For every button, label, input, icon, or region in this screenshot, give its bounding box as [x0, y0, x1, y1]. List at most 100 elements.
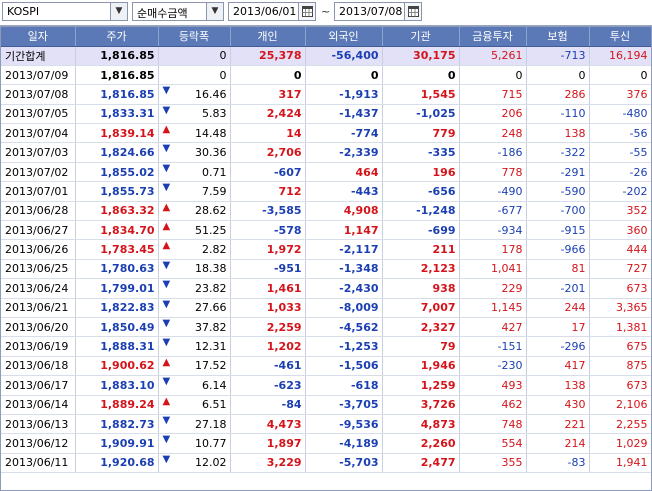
- table-row[interactable]: 2013/07/02 1,855.02 ▼ 0.71 -607 464 196 778 -291…: [1, 162, 651, 183]
- col-header-change[interactable]: 등락폭: [158, 27, 231, 47]
- triangle-down-icon: ▼: [162, 85, 171, 97]
- triangle-up-icon: ▲: [162, 395, 171, 407]
- cell-individual: 14: [230, 123, 306, 144]
- cell-change: ▼ 16.46: [158, 84, 231, 105]
- cell-change: ▼ 37.82: [158, 317, 231, 338]
- table-row[interactable]: 2013/06/11 1,920.68 ▼ 12.02 3,229 -5,703 2,477…: [1, 453, 651, 474]
- cell-individual: 712: [230, 181, 306, 202]
- cell-foreign: -4,189: [305, 433, 383, 454]
- cell-change-value: 16.46: [195, 87, 227, 101]
- cell-fin-invest: -230: [459, 356, 527, 377]
- cell-trust: 675: [589, 336, 651, 357]
- chevron-down-icon[interactable]: ▼: [206, 3, 223, 20]
- cell-fin-invest: 493: [459, 375, 527, 396]
- cell-insurance: 221: [526, 414, 590, 435]
- cell-trust: 1,941: [589, 453, 651, 474]
- table-row[interactable]: 2013/06/14 1,889.24 ▲ 6.51 -84 -3,705 3,726 462…: [1, 395, 651, 415]
- table-row[interactable]: 2013/06/18 1,900.62 ▲ 17.52 -461 -1,506 1,946-…: [1, 356, 651, 377]
- cell-individual: -607: [230, 162, 306, 183]
- table-row[interactable]: 2013/07/05 1,833.31 ▼ 5.83 2,424 -1,437 -1,025…: [1, 104, 651, 125]
- cell-change-value: 6.51: [202, 398, 227, 412]
- cell-trust: 2,106: [589, 395, 651, 415]
- cell-change: ▲ 14.48: [158, 123, 231, 144]
- table-row[interactable]: 2013/06/12 1,909.91 ▼ 10.77 1,897 -4,189 2,260…: [1, 433, 651, 454]
- cell-institution: -1,025: [382, 104, 460, 125]
- cell-date: 2013/07/09: [1, 65, 76, 86]
- cell-price: 1,799.01: [75, 278, 159, 299]
- cell-change: ▲ 28.62: [158, 201, 231, 222]
- cell-foreign: -2,117: [305, 239, 383, 260]
- col-header-price[interactable]: 주가: [75, 27, 159, 47]
- table-row[interactable]: 2013/06/26 1,783.45 ▲ 2.82 1,972 -2,117 211 178…: [1, 239, 651, 260]
- cell-foreign: 0: [305, 65, 383, 86]
- cell-insurance: -296: [526, 336, 590, 357]
- cell-institution: 2,123: [382, 259, 460, 280]
- summary-insurance: -713: [526, 46, 590, 66]
- cell-institution: 3,726: [382, 395, 460, 415]
- table-row[interactable]: 2013/07/04 1,839.14 ▲ 14.48 14 -774 779 248 138-…: [1, 123, 651, 144]
- col-header-fin-invest[interactable]: 금융투자: [459, 27, 527, 47]
- date-separator: ~: [321, 5, 331, 18]
- cell-insurance: -966: [526, 239, 590, 260]
- table-row[interactable]: 2013/07/08 1,816.85 ▼ 16.46 317 -1,913 1,545 71…: [1, 84, 651, 105]
- cell-foreign: 464: [305, 162, 383, 183]
- table-row[interactable]: 2013/06/17 1,883.10 ▼ 6.14 -623 -618 1,259 493 1…: [1, 375, 651, 396]
- cell-change: ▼ 0.71: [158, 162, 231, 183]
- table-row[interactable]: 2013/06/28 1,863.32 ▲ 28.62 -3,585 4,908 -1,24…: [1, 201, 651, 222]
- table-row[interactable]: 2013/07/03 1,824.66 ▼ 30.36 2,706 -2,339 -335-…: [1, 142, 651, 163]
- cell-price: 1,900.62: [75, 356, 159, 377]
- cell-fin-invest: -490: [459, 181, 527, 202]
- table-row[interactable]: 2013/07/01 1,855.73 ▼ 7.59 712 -443 -656 -490 -5…: [1, 181, 651, 202]
- col-header-individual[interactable]: 개인: [230, 27, 306, 47]
- cell-date: 2013/07/02: [1, 162, 76, 183]
- cell-change-value: 18.38: [195, 262, 227, 276]
- cell-trust: 2,255: [589, 414, 651, 435]
- calendar-icon[interactable]: [298, 3, 315, 20]
- table-row[interactable]: 2013/06/19 1,888.31 ▼ 12.31 1,202 -1,253 79 -15…: [1, 336, 651, 357]
- table-row[interactable]: 2013/06/27 1,834.70 ▲ 51.25 -578 1,147 -699 -93…: [1, 220, 651, 241]
- cell-date: 2013/06/21: [1, 298, 76, 318]
- cell-date: 2013/06/27: [1, 220, 76, 241]
- cell-price: 1,833.31: [75, 104, 159, 125]
- market-select[interactable]: KOSPI ▼: [2, 2, 128, 21]
- table-row[interactable]: 2013/06/24 1,799.01 ▼ 23.82 1,461 -2,430 938 22…: [1, 278, 651, 299]
- cell-institution: 2,260: [382, 433, 460, 454]
- cell-institution: 1,946: [382, 356, 460, 377]
- cell-insurance: 286: [526, 84, 590, 105]
- cell-foreign: -5,703: [305, 453, 383, 474]
- cell-change-value: 5.83: [202, 107, 227, 121]
- cell-fin-invest: 715: [459, 84, 527, 105]
- cell-date: 2013/07/01: [1, 181, 76, 202]
- col-header-date[interactable]: 일자: [1, 27, 76, 47]
- type-select[interactable]: 순매수금액 ▼: [132, 2, 224, 21]
- date-to-field[interactable]: 2013/07/08: [334, 2, 422, 21]
- cell-fin-invest: 427: [459, 317, 527, 338]
- table-row[interactable]: 2013/06/13 1,882.73 ▼ 27.18 4,473 -9,536 4,873…: [1, 414, 651, 435]
- col-header-institution[interactable]: 기관: [382, 27, 460, 47]
- cell-fin-invest: 554: [459, 433, 527, 454]
- cell-change: ▼ 30.36: [158, 142, 231, 163]
- calendar-icon[interactable]: [404, 3, 421, 20]
- cell-individual: 317: [230, 84, 306, 105]
- cell-change: ▼ 27.66: [158, 298, 231, 318]
- cell-foreign: 4,908: [305, 201, 383, 222]
- table-row[interactable]: 2013/06/21 1,822.83 ▼ 27.66 1,033 -8,009 7,007…: [1, 298, 651, 318]
- summary-row[interactable]: 기간합계 1,816.85 0 25,378 -56,400 30,175 5,…: [1, 46, 651, 66]
- chevron-down-icon[interactable]: ▼: [110, 3, 127, 20]
- col-header-trust[interactable]: 투신: [589, 27, 651, 47]
- cell-change: ▲ 2.82: [158, 239, 231, 260]
- cell-trust: 673: [589, 278, 651, 299]
- date-from-field[interactable]: 2013/06/01: [228, 2, 316, 21]
- table-row[interactable]: 2013/06/20 1,850.49 ▼ 37.82 2,259 -4,562 2,327…: [1, 317, 651, 338]
- cell-individual: 1,033: [230, 298, 306, 318]
- cell-individual: -623: [230, 375, 306, 396]
- cell-date: 2013/06/19: [1, 336, 76, 357]
- col-header-foreign[interactable]: 외국인: [305, 27, 383, 47]
- col-header-insurance[interactable]: 보험: [526, 27, 590, 47]
- cell-change: ▼ 7.59: [158, 181, 231, 202]
- cell-insurance: -83: [526, 453, 590, 474]
- cell-fin-invest: -934: [459, 220, 527, 241]
- table-row[interactable]: 2013/07/09 1,816.85 0 0 0 0 0 0 0: [1, 65, 651, 86]
- cell-change-value: 6.14: [202, 378, 227, 392]
- table-row[interactable]: 2013/06/25 1,780.63 ▼ 18.38 -951 -1,348 2,123 1…: [1, 259, 651, 280]
